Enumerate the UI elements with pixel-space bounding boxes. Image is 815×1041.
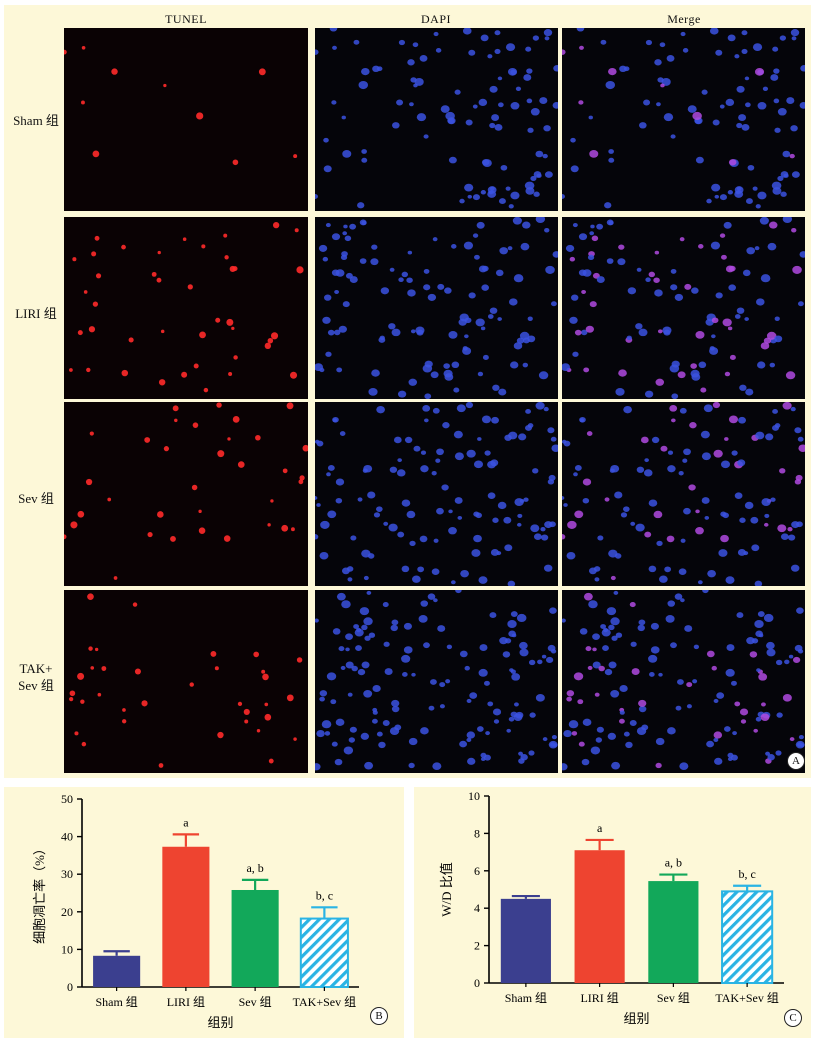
panel-letter-b: B <box>370 1007 388 1025</box>
x-tick-label: TAK+Sev 组 <box>715 991 778 1005</box>
y-tick-label: 0 <box>67 980 73 994</box>
bar <box>721 890 774 984</box>
micrograph-tunel <box>64 590 308 773</box>
panel-letter-c: C <box>784 1009 802 1027</box>
bar <box>299 917 349 988</box>
x-tick-label: Sev 组 <box>239 995 272 1009</box>
significance-label: b, c <box>316 888 333 902</box>
significance-label: b, c <box>738 867 755 881</box>
bar <box>162 846 210 987</box>
y-axis-title: W/D 比值 <box>439 862 454 917</box>
y-tick-label: 10 <box>61 942 73 956</box>
y-tick-label: 0 <box>474 976 480 990</box>
x-tick-label: Sev 组 <box>657 991 690 1005</box>
x-axis-title: 组别 <box>623 1011 649 1026</box>
y-tick-label: 20 <box>61 905 73 919</box>
significance-label: a <box>597 821 603 835</box>
column-title-dapi: DAPI <box>420 12 451 26</box>
y-tick-label: 8 <box>474 826 480 840</box>
row-label-sham: Sham 组 <box>13 113 59 128</box>
panel-c-wd-ratio-chart: 0 2 4 6 8 10 Sham 组 a LIRI 组 a, b Sev 组 b, c TAK+Sev… <box>414 787 811 1038</box>
y-axis-title: 细胞凋亡率（%） <box>32 842 47 944</box>
row-label-sev: Sev 组 <box>18 491 54 506</box>
x-tick-label: Sham 组 <box>95 995 137 1009</box>
y-tick-label: 4 <box>474 901 480 915</box>
micrograph-tunel <box>64 217 308 399</box>
row-label-tak-sev: TAK+ Sev 组 <box>18 661 54 693</box>
micrograph-merge <box>562 28 805 211</box>
significance-label: a <box>183 815 189 829</box>
bar <box>231 889 279 987</box>
significance-label: a, b <box>246 861 263 875</box>
panel-letter-a: A <box>787 752 805 770</box>
y-tick-label: 40 <box>61 830 73 844</box>
y-tick-label: 10 <box>468 789 480 803</box>
micrograph-dapi <box>315 28 558 211</box>
micrograph-merge <box>562 402 805 586</box>
micrograph-tunel <box>64 402 308 586</box>
panel-a-microscopy-grid: TUNEL DAPI Merge Sham 组 LIRI 组 Sev 组 TAK… <box>4 5 811 778</box>
apoptosis-rate-bar-chart: 0 10 20 30 40 50 Sham 组 a LIRI 组 a, b Sev 组 b, c TAK… <box>32 792 359 1030</box>
significance-label: a, b <box>665 856 682 870</box>
panel-b-apoptosis-chart: 0 10 20 30 40 50 Sham 组 a LIRI 组 a, b Sev 组 b, c TAK… <box>4 787 404 1038</box>
y-tick-label: 50 <box>61 792 73 806</box>
micrograph-tunel <box>64 28 308 211</box>
y-tick-label: 30 <box>61 867 73 881</box>
bar <box>93 955 141 987</box>
row-label-liri: LIRI 组 <box>15 306 57 321</box>
column-title-merge: Merge <box>667 12 701 26</box>
y-tick-label: 6 <box>474 864 480 878</box>
bar <box>574 850 625 983</box>
bar <box>648 881 699 983</box>
x-tick-label: LIRI 组 <box>580 991 618 1005</box>
micrograph-merge <box>562 217 805 399</box>
wd-ratio-bar-chart: 0 2 4 6 8 10 Sham 组 a LIRI 组 a, b Sev 组 b, c TAK+Sev… <box>439 789 784 1026</box>
x-axis-title: 组别 <box>207 1015 233 1030</box>
x-tick-label: TAK+Sev 组 <box>293 995 356 1009</box>
micrograph-dapi <box>315 402 558 586</box>
y-tick-label: 2 <box>474 939 480 953</box>
x-tick-label: Sham 组 <box>505 991 547 1005</box>
micrograph-dapi <box>315 590 558 773</box>
x-tick-label: LIRI 组 <box>167 995 205 1009</box>
column-title-tunel: TUNEL <box>165 12 207 26</box>
bar <box>500 898 551 983</box>
micrograph-merge <box>562 590 805 773</box>
micrograph-dapi <box>315 217 558 399</box>
